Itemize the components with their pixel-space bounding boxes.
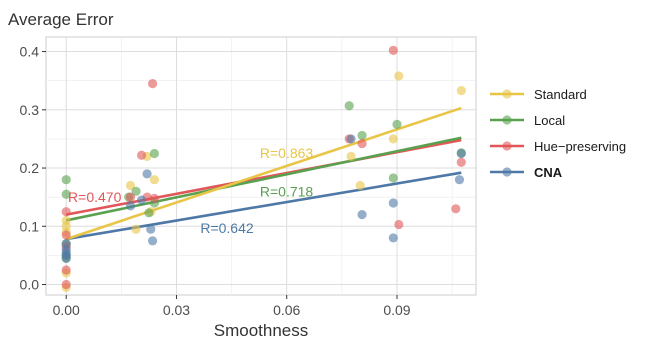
r-label-local: R=0.718 (260, 183, 314, 199)
data-point-cna (388, 233, 398, 243)
data-point-standard (61, 215, 71, 226)
legend-marker-hue-preserving (502, 141, 512, 151)
legend-item-cna: CNA (490, 165, 563, 180)
data-point-hue-preserving (388, 45, 398, 55)
data-point-hue-preserving (61, 265, 71, 275)
data-point-standard (456, 85, 466, 96)
data-point-cna (454, 175, 465, 185)
data-point-local (131, 186, 141, 196)
legend-label-hue-preserving: Hue−preserving (534, 139, 626, 154)
data-point-hue-preserving (149, 193, 160, 203)
r-label-hue-preserving: R=0.470 (68, 189, 122, 205)
data-point-local (61, 175, 71, 185)
data-point-standard (388, 134, 398, 144)
legend-label-standard: Standard (534, 87, 587, 102)
x-axis-title: Smoothness (214, 321, 309, 340)
axis-ticks: 0.00 0.03 0.06 0.09 0.0 0.1 0.2 0.3 0.4 (20, 44, 411, 318)
fit-line-standard (65, 106, 462, 241)
legend-item-standard: Standard (490, 87, 587, 102)
legend: Standard Local Hue−preserving CNA (490, 87, 626, 180)
data-point-cna (61, 253, 71, 263)
y-tick-label: 0.4 (20, 44, 40, 60)
y-tick-label: 0.1 (20, 218, 40, 234)
data-point-cna (125, 201, 136, 211)
data-point-cna (142, 169, 152, 179)
data-point-hue-preserving (456, 157, 466, 167)
x-tick-label: 0.06 (273, 302, 300, 318)
data-points (61, 45, 466, 293)
r-label-standard: R=0.863 (260, 145, 314, 161)
y-tick-label: 0.0 (20, 277, 40, 293)
data-point-cna (456, 148, 466, 159)
chart-title: Average Error (8, 10, 114, 29)
data-point-local (344, 101, 354, 111)
legend-marker-local (502, 115, 512, 125)
plot-panel (45, 36, 477, 296)
data-point-hue-preserving (61, 207, 71, 217)
data-point-cna (357, 210, 367, 220)
legend-item-local: Local (490, 113, 565, 128)
data-point-standard (125, 180, 136, 191)
data-point-hue-preserving (125, 192, 136, 202)
data-point-local (144, 208, 154, 218)
data-point-cna (61, 239, 71, 249)
data-point-hue-preserving (357, 138, 367, 149)
data-point-cna (136, 195, 147, 205)
data-point-local (357, 130, 367, 141)
y-tick-label: 0.2 (20, 160, 40, 176)
y-tick-label: 0.3 (20, 102, 40, 118)
legend-item-hue-preserving: Hue−preserving (490, 139, 626, 154)
data-point-cna (146, 224, 156, 234)
data-point-cna (346, 134, 356, 144)
data-point-local (388, 173, 398, 183)
legend-label-local: Local (534, 113, 565, 128)
data-point-local (392, 119, 402, 129)
data-point-standard (394, 71, 404, 81)
data-point-hue-preserving (394, 219, 404, 230)
x-tick-label: 0.00 (53, 302, 80, 318)
data-point-local (61, 189, 71, 199)
data-point-hue-preserving (147, 78, 158, 89)
legend-label-cna: CNA (534, 165, 563, 180)
r-label-cna: R=0.642 (200, 220, 254, 236)
data-point-standard (346, 151, 356, 161)
data-point-local (149, 148, 160, 159)
data-point-hue-preserving (136, 150, 147, 160)
data-point-standard (131, 224, 141, 234)
data-point-cna (388, 198, 398, 208)
data-point-standard (355, 180, 365, 191)
data-point-standard (149, 175, 160, 185)
legend-marker-standard (502, 89, 512, 99)
data-point-cna (147, 236, 158, 246)
x-tick-label: 0.03 (163, 302, 190, 318)
x-tick-label: 0.09 (383, 302, 410, 318)
data-point-hue-preserving (451, 204, 461, 214)
legend-marker-cna (502, 167, 512, 177)
data-point-hue-preserving (61, 279, 71, 290)
data-point-hue-preserving (61, 230, 71, 240)
correlation-labels: R=0.863 R=0.718 R=0.470 R=0.642 (68, 145, 313, 236)
